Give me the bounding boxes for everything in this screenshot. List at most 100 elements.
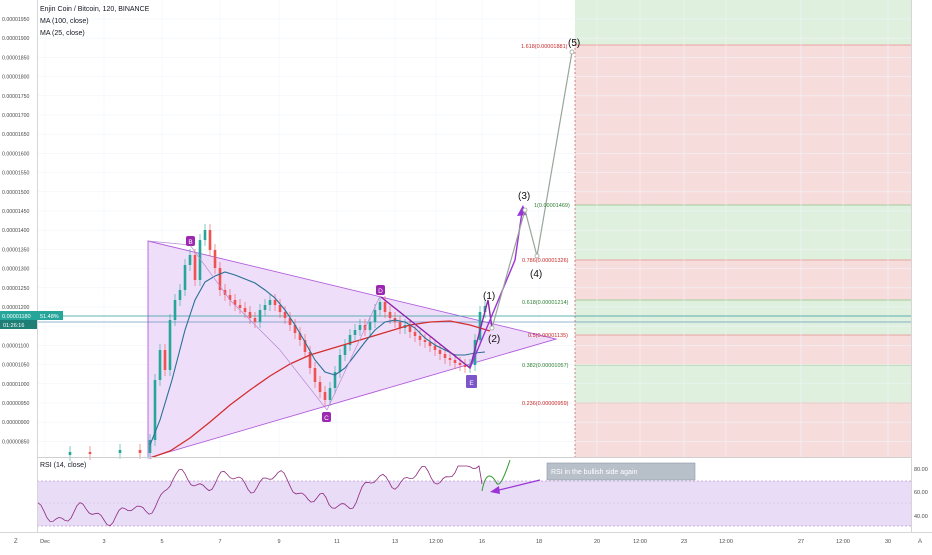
candle-body-1 <box>68 452 72 455</box>
candle-body-36 <box>303 340 307 352</box>
time-label-2: 5 <box>160 539 163 545</box>
symbol-title[interactable]: Enjin Coin / Bitcoin, 120, BINANCE <box>40 6 150 13</box>
pattern-label-e[interactable]: E <box>466 375 477 388</box>
candle-body-18 <box>213 250 217 268</box>
candle-body-7 <box>158 350 162 380</box>
candle-body-41 <box>328 388 332 400</box>
price-tick-0: 0.00001950 <box>2 17 30 23</box>
timezone-corner-button[interactable]: Z <box>14 539 18 545</box>
fib-zone-green-top <box>575 0 911 45</box>
pattern-label-d[interactable]: D <box>376 285 385 295</box>
current-price-badge[interactable]: 0.00001180 51.48% <box>0 311 63 320</box>
candle-body-43 <box>338 355 342 372</box>
pattern-label-e-text: E <box>469 380 474 387</box>
symmetrical-triangle[interactable] <box>147 240 558 459</box>
fib-zone-red-2 <box>575 260 911 300</box>
candle-body-16 <box>203 230 207 240</box>
fib-zone-red-1 <box>575 45 911 205</box>
candle-body-6 <box>153 380 157 440</box>
rsi-annotation-arrow-line <box>494 479 541 492</box>
candle-body-71 <box>478 312 482 340</box>
candle-body-66 <box>453 360 457 363</box>
wave-projection-path <box>491 51 573 329</box>
right-price-scale[interactable] <box>911 0 932 532</box>
candle-body-20 <box>223 290 227 295</box>
current-price-text: 0.00001180 <box>2 314 31 320</box>
pattern-label-b[interactable]: B <box>186 236 195 246</box>
fib-label-0236: 0.236(0.00000959) <box>522 401 569 407</box>
candle-body-61 <box>428 342 432 346</box>
rsi-legend[interactable]: RSI (14, close) <box>40 462 87 469</box>
candle-body-5 <box>148 440 152 453</box>
price-tick-7: 0.00001600 <box>2 151 30 157</box>
candle-body-67 <box>458 363 462 365</box>
candle-body-19 <box>218 268 222 290</box>
price-tick-14: 0.00001250 <box>2 286 30 292</box>
fib-zone-green-2 <box>575 205 911 260</box>
wave-label-2: (2) <box>488 334 500 345</box>
price-tick-17: 0.00001100 <box>2 343 29 349</box>
price-tick-1: 0.00001900 <box>2 36 30 42</box>
fib-label-0786: 0.786(0.00001326) <box>522 258 569 264</box>
countdown-text: 01:26:16 <box>3 323 24 329</box>
pattern-label-d-text: D <box>378 288 383 295</box>
price-tick-3: 0.00001800 <box>2 75 30 81</box>
wave-label-1: (1) <box>483 291 495 302</box>
price-tick-12: 0.00001350 <box>2 247 30 253</box>
price-tick-5: 0.00001700 <box>2 113 30 119</box>
time-label-4: 9 <box>277 539 280 545</box>
candle-body-46 <box>353 330 357 335</box>
rsi-tick-80: 80.00 <box>914 467 928 473</box>
time-label-15: 12:00 <box>836 539 850 545</box>
ma100-legend[interactable]: MA (100, close) <box>40 18 89 25</box>
ma100-line <box>149 320 491 459</box>
fib-zones <box>574 0 911 457</box>
candle-body-29 <box>268 300 272 305</box>
pattern-label-c[interactable]: C <box>322 412 331 422</box>
pattern-label-b-text: B <box>188 239 192 246</box>
rsi-annotation-text: RSI in the bullish side again <box>551 469 637 476</box>
price-tick-4: 0.00001750 <box>2 94 30 100</box>
time-label-7: 12:00 <box>429 539 443 545</box>
rsi-tick-60: 60.00 <box>914 490 928 496</box>
fib-label-0618: 0.618(0.00001214) <box>522 300 569 306</box>
candle-body-33 <box>288 318 292 325</box>
time-label-6: 13 <box>392 539 398 545</box>
wave-label-5: (5) <box>568 38 580 49</box>
time-axis[interactable] <box>0 532 932 550</box>
candle-body-22 <box>233 300 237 305</box>
candle-body-30 <box>273 300 277 305</box>
price-tick-8: 0.00001550 <box>2 171 30 177</box>
candle-body-14 <box>193 255 197 280</box>
rsi-scale: 80.00 60.00 40.00 <box>914 467 928 520</box>
time-axis-labels: Dec 3 5 7 9 11 13 12:00 16 18 20 12:00 23 12:00 27 12:0… <box>40 539 891 545</box>
rsi-annotation-arrow-head <box>490 486 500 494</box>
candle-body-15 <box>198 240 202 280</box>
wave-node-5 <box>569 49 575 55</box>
left-price-scale[interactable] <box>0 0 37 532</box>
rsi-green-curve <box>481 459 511 492</box>
candle-body-44 <box>343 345 347 355</box>
wave-node-2 <box>489 325 495 331</box>
auto-scale-button[interactable]: A <box>918 539 922 545</box>
candle-body-65 <box>448 358 452 360</box>
candle-body-40 <box>323 392 327 400</box>
price-tick-10: 0.00001450 <box>2 209 30 215</box>
fib-label-1: 1(0.00001469) <box>534 203 570 209</box>
price-tick-19: 0.00001000 <box>2 382 30 388</box>
candle-body-2 <box>88 452 92 454</box>
candle-body-34 <box>293 325 297 333</box>
candle-body-47 <box>358 325 362 330</box>
ma25-legend[interactable]: MA (25, close) <box>40 30 85 37</box>
time-label-1: 3 <box>102 539 105 545</box>
price-tick-18: 0.00001050 <box>2 363 30 369</box>
rsi-tick-40: 40.00 <box>914 514 928 520</box>
rsi-annotation-box[interactable]: RSI in the bullish side again <box>546 462 696 481</box>
candle-body-53 <box>388 312 392 318</box>
price-tick-13: 0.00001300 <box>2 267 30 273</box>
countdown-badge: 01:26:16 <box>0 320 37 329</box>
time-label-3: 7 <box>218 539 221 545</box>
price-tick-6: 0.00001650 <box>2 132 30 138</box>
